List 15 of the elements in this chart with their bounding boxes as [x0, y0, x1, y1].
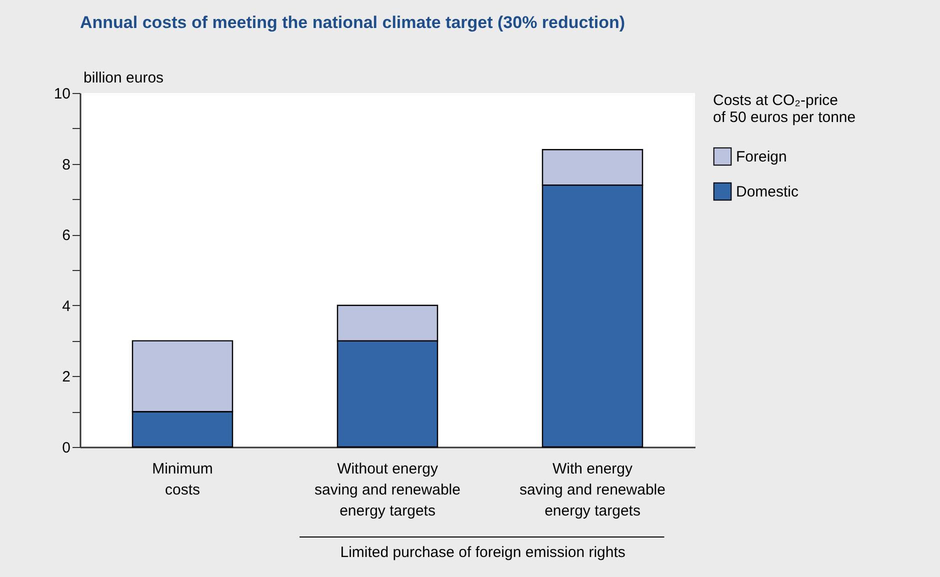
y-axis-title: billion euros — [84, 70, 164, 86]
legend-label: Foreign — [736, 148, 787, 166]
y-tick-label: 10 — [54, 86, 70, 102]
y-tick-label: 8 — [62, 156, 70, 174]
chart-title: Annual costs of meeting the national climate target (30% reduction) — [80, 13, 626, 32]
legend-title: Costs at CO₂-price of 50 euros per tonne — [713, 92, 856, 126]
y-tick-label: 0 — [62, 440, 70, 456]
legend-label: Domestic — [736, 184, 800, 200]
y-tick-label: 4 — [62, 298, 70, 315]
x-tick-label: Minimum costs — [152, 460, 213, 498]
y-tick-label: 6 — [62, 227, 70, 244]
y-tick-label: 2 — [62, 368, 70, 386]
x-tick-label: With energy saving and renewable energy targets — [520, 460, 666, 520]
x-tick-label: Without energy saving and renewable energy targets — [314, 460, 460, 520]
text: Limited purchase of foreign emission rights — [340, 544, 626, 561]
